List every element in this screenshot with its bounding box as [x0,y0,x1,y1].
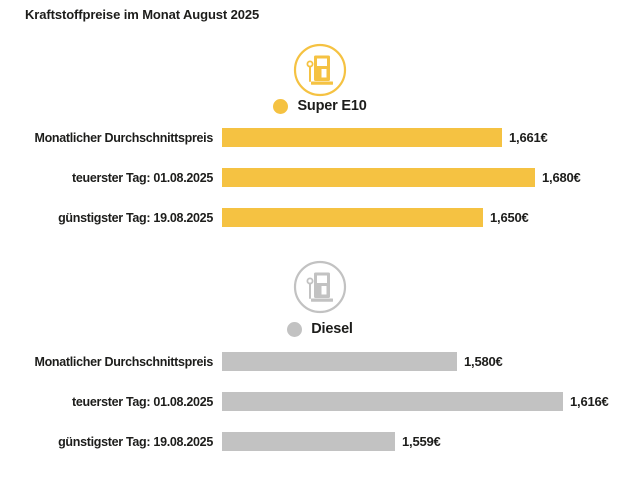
bar-label: Monatlicher Durchschnittspreis [34,354,213,369]
legend-super-e10: Super E10 [0,98,640,114]
bar-row-e10-cheapest-day: günstigster Tag: 19.08.2025 1,650€ [25,208,529,227]
bar-row-diesel-average: Monatlicher Durchschnittspreis 1,580€ [25,352,503,371]
bar-e10-most-expensive-day [222,168,535,187]
bar-e10-cheapest-day [222,208,483,227]
bar-label: teuerster Tag: 01.08.2025 [72,394,213,409]
chart-title: Kraftstoffpreise im Monat August 2025 [25,7,260,22]
bar-row-e10-average: Monatlicher Durchschnittspreis 1,661€ [25,128,548,147]
bar-value: 1,680€ [542,170,581,185]
bar-diesel-cheapest-day [222,432,395,451]
bar-label: teuerster Tag: 01.08.2025 [72,170,213,185]
bar-row-diesel-most-expensive-day: teuerster Tag: 01.08.2025 1,616€ [25,392,609,411]
legend-label: Diesel [311,321,353,337]
bar-value: 1,661€ [509,130,548,145]
bar-row-diesel-cheapest-day: günstigster Tag: 19.08.2025 1,559€ [25,432,441,451]
legend-dot [287,321,303,337]
bar-label: Monatlicher Durchschnittspreis [34,130,213,145]
bar-diesel-average [222,352,457,371]
fuel-pump-icon [293,260,347,314]
bar-e10-average [222,128,502,147]
bar-value: 1,559€ [402,434,441,449]
fuel-pump-icon [293,43,347,97]
legend-diesel: Diesel [0,321,640,337]
bar-diesel-most-expensive-day [222,392,563,411]
bar-label: günstigster Tag: 19.08.2025 [58,210,213,225]
bar-row-e10-most-expensive-day: teuerster Tag: 01.08.2025 1,680€ [25,168,581,187]
bar-label: günstigster Tag: 19.08.2025 [58,434,213,449]
bar-value: 1,650€ [490,210,529,225]
legend-label: Super E10 [297,98,367,114]
bar-value: 1,616€ [570,394,609,409]
legend-dot [273,98,289,114]
bar-value: 1,580€ [464,354,503,369]
